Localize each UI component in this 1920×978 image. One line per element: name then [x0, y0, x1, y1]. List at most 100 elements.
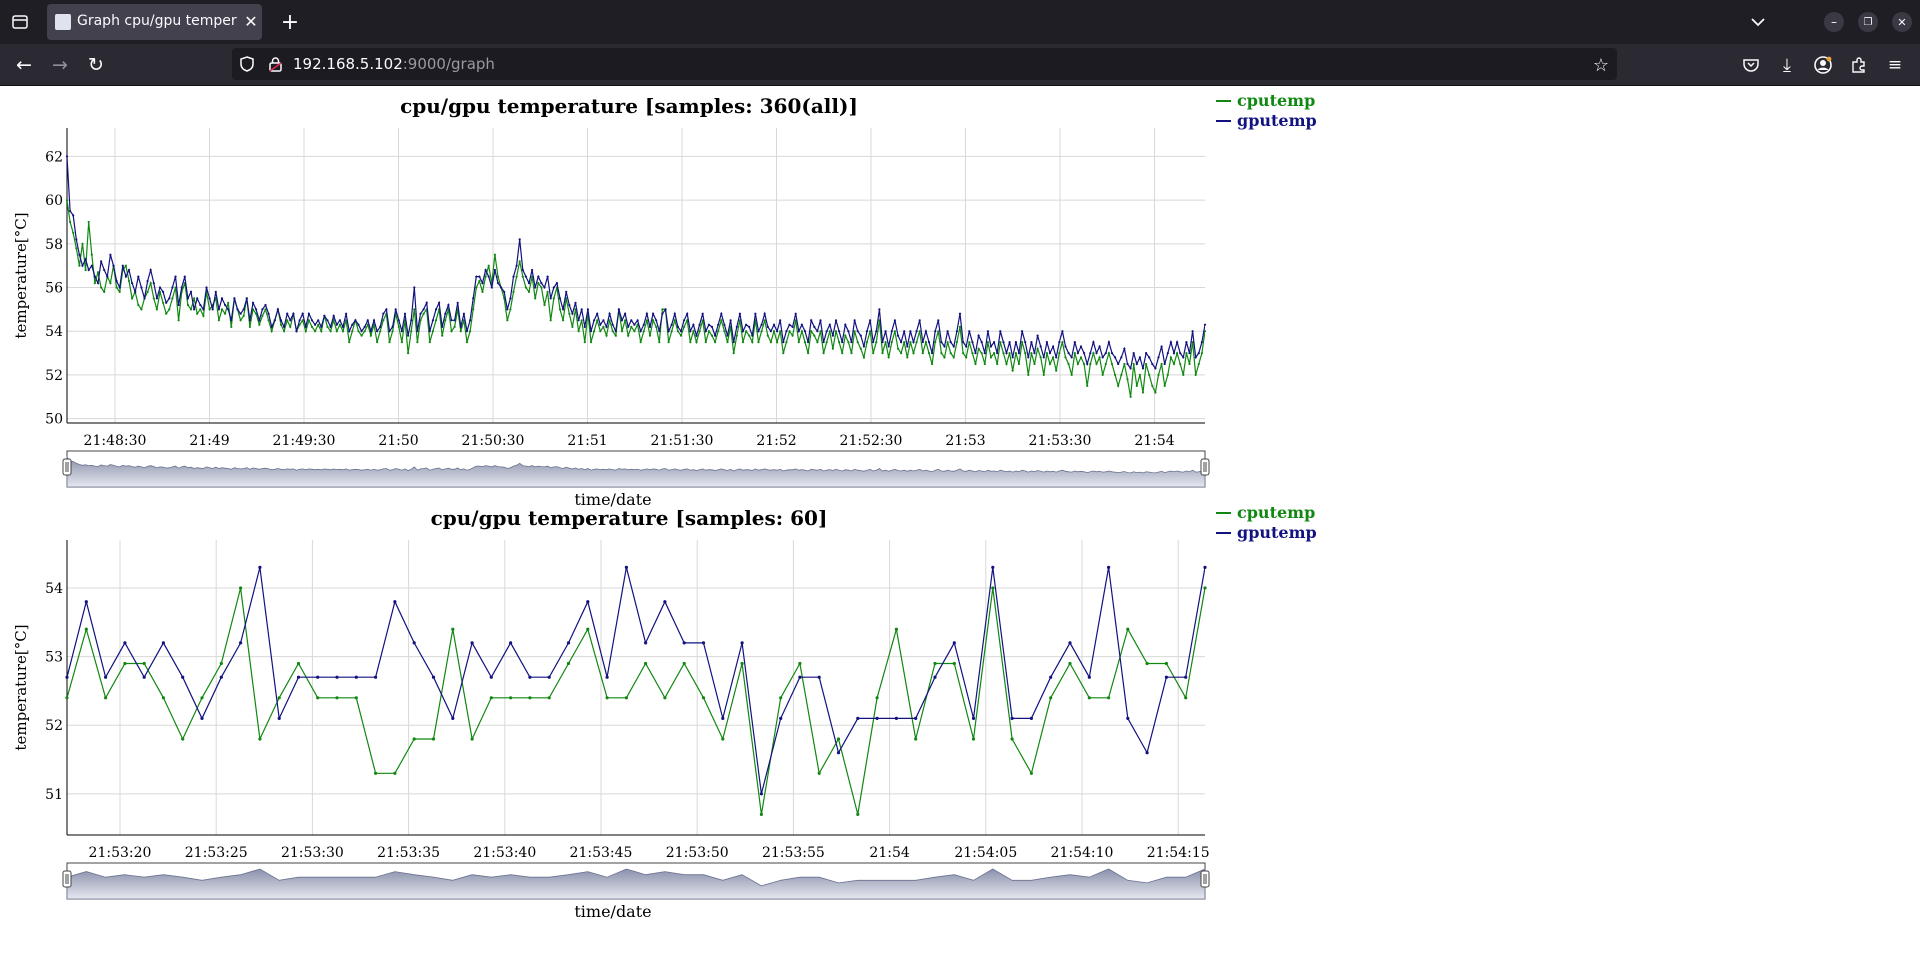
data-point-gputemp	[1188, 352, 1191, 355]
data-point-cputemp	[1191, 341, 1194, 344]
data-point-gputemp	[407, 334, 410, 337]
reload-icon[interactable]: ↻	[88, 54, 104, 76]
data-point-cputemp	[968, 341, 971, 344]
data-point-gputemp	[385, 308, 388, 311]
data-point-cputemp	[168, 308, 171, 311]
data-point-gputemp	[568, 303, 571, 307]
url-bar[interactable]	[232, 48, 1617, 80]
data-point-cputemp	[986, 341, 990, 344]
data-point-cputemp	[772, 330, 776, 333]
navigator-handle-left[interactable]	[62, 458, 72, 476]
data-point-cputemp	[162, 301, 165, 304]
data-point-cputemp	[469, 330, 472, 333]
data-point-gputemp	[363, 325, 366, 328]
data-point-gputemp	[84, 258, 87, 261]
data-point-gputemp	[224, 303, 227, 307]
data-point-gputemp	[596, 312, 599, 315]
navigator-handle-left[interactable]	[62, 870, 72, 888]
x-tick-label: 21:50:30	[462, 433, 525, 449]
data-point-cputemp	[1132, 362, 1135, 366]
data-point-cputemp	[896, 347, 900, 350]
data-point-cputemp	[1055, 369, 1058, 372]
data-point-cputemp	[1185, 352, 1188, 355]
data-point-cputemp	[971, 737, 976, 741]
url-text[interactable]: 192.168.5.102:9000/graph	[293, 55, 495, 73]
forward-arrow-icon[interactable]: →	[52, 54, 68, 76]
data-point-cputemp	[267, 319, 270, 322]
data-point-cputemp	[1197, 362, 1200, 366]
data-point-cputemp	[441, 334, 444, 337]
data-point-cputemp	[450, 330, 453, 333]
data-point-cputemp	[577, 330, 580, 333]
data-point-gputemp	[1008, 341, 1011, 344]
tabs-list-icon[interactable]	[10, 12, 30, 32]
data-point-cputemp	[96, 271, 100, 274]
hamburger-menu-icon[interactable]: ≡	[1887, 55, 1903, 75]
data-point-gputemp	[676, 325, 680, 328]
download-icon[interactable]: ⤓	[1783, 54, 1791, 76]
data-point-gputemp	[490, 286, 493, 289]
chevron-down-icon[interactable]	[1746, 12, 1770, 32]
data-point-gputemp	[971, 341, 974, 344]
data-point-gputemp	[741, 330, 745, 333]
data-point-gputemp	[836, 751, 841, 755]
close-icon[interactable]: ✕	[244, 12, 258, 31]
data-point-gputemp	[500, 286, 503, 289]
data-point-cputemp	[1070, 373, 1073, 376]
data-point-cputemp	[109, 282, 112, 285]
data-point-cputemp	[909, 341, 912, 344]
data-point-gputemp	[683, 319, 686, 322]
restore-icon[interactable]: ❐	[1858, 12, 1878, 32]
data-point-cputemp	[239, 586, 243, 590]
x-tick-label: 21:53:25	[185, 845, 248, 861]
data-point-cputemp	[663, 696, 667, 700]
data-point-gputemp	[174, 275, 177, 278]
data-point-gputemp	[1087, 675, 1091, 679]
data-point-cputemp	[1027, 373, 1030, 376]
data-point-gputemp	[644, 641, 648, 645]
data-point-cputemp	[374, 771, 378, 775]
tab-active[interactable]: Graph cpu/gpu temperature ✕	[47, 4, 262, 40]
data-point-cputemp	[459, 330, 462, 333]
data-point-cputemp	[1049, 696, 1053, 700]
data-point-cputemp	[915, 341, 918, 344]
data-point-cputemp	[326, 325, 329, 328]
puzzle-icon[interactable]	[1848, 54, 1870, 76]
navigator-handle-right[interactable]	[1200, 870, 1210, 888]
minimize-icon[interactable]: –	[1824, 12, 1844, 32]
data-point-cputemp	[999, 341, 1002, 344]
x-tick-label: 21:53:30	[1029, 433, 1092, 449]
data-point-cputemp	[453, 325, 456, 328]
data-point-cputemp	[1033, 362, 1036, 366]
window-close-icon[interactable]: ✕	[1892, 12, 1912, 32]
series-line-gputemp	[67, 156, 1205, 370]
pocket-icon[interactable]	[1740, 54, 1762, 76]
data-point-cputemp	[1005, 362, 1008, 366]
shield-icon[interactable]	[238, 55, 256, 73]
data-point-cputemp	[444, 319, 447, 322]
data-point-cputemp	[470, 737, 474, 741]
x-tick-label: 21:49:30	[273, 433, 336, 449]
chart-all-samples: cpu/gpu temperature [samples: 360(all)] 2…	[12, 91, 1317, 509]
data-point-gputemp	[310, 319, 314, 322]
data-point-cputemp	[825, 341, 828, 344]
data-point-gputemp	[416, 330, 419, 333]
navigator-handle-right[interactable]	[1200, 458, 1210, 476]
data-point-gputemp	[721, 716, 725, 720]
data-point-cputemp	[1145, 362, 1148, 366]
data-point-cputemp	[547, 696, 551, 700]
data-point-gputemp	[509, 297, 512, 300]
data-point-gputemp	[803, 330, 807, 333]
back-arrow-icon[interactable]: ←	[16, 54, 32, 76]
account-icon[interactable]	[1812, 54, 1834, 76]
star-icon[interactable]: ☆	[1592, 54, 1610, 76]
lock-icon[interactable]	[266, 55, 284, 73]
data-point-gputemp	[1164, 675, 1168, 679]
data-point-cputemp	[912, 352, 915, 355]
data-point-cputemp	[338, 323, 341, 326]
data-point-cputemp	[608, 319, 611, 322]
data-point-gputemp	[1076, 352, 1079, 355]
data-point-cputemp	[881, 352, 884, 355]
data-point-gputemp	[503, 290, 506, 293]
plus-icon[interactable]: +	[280, 9, 300, 35]
